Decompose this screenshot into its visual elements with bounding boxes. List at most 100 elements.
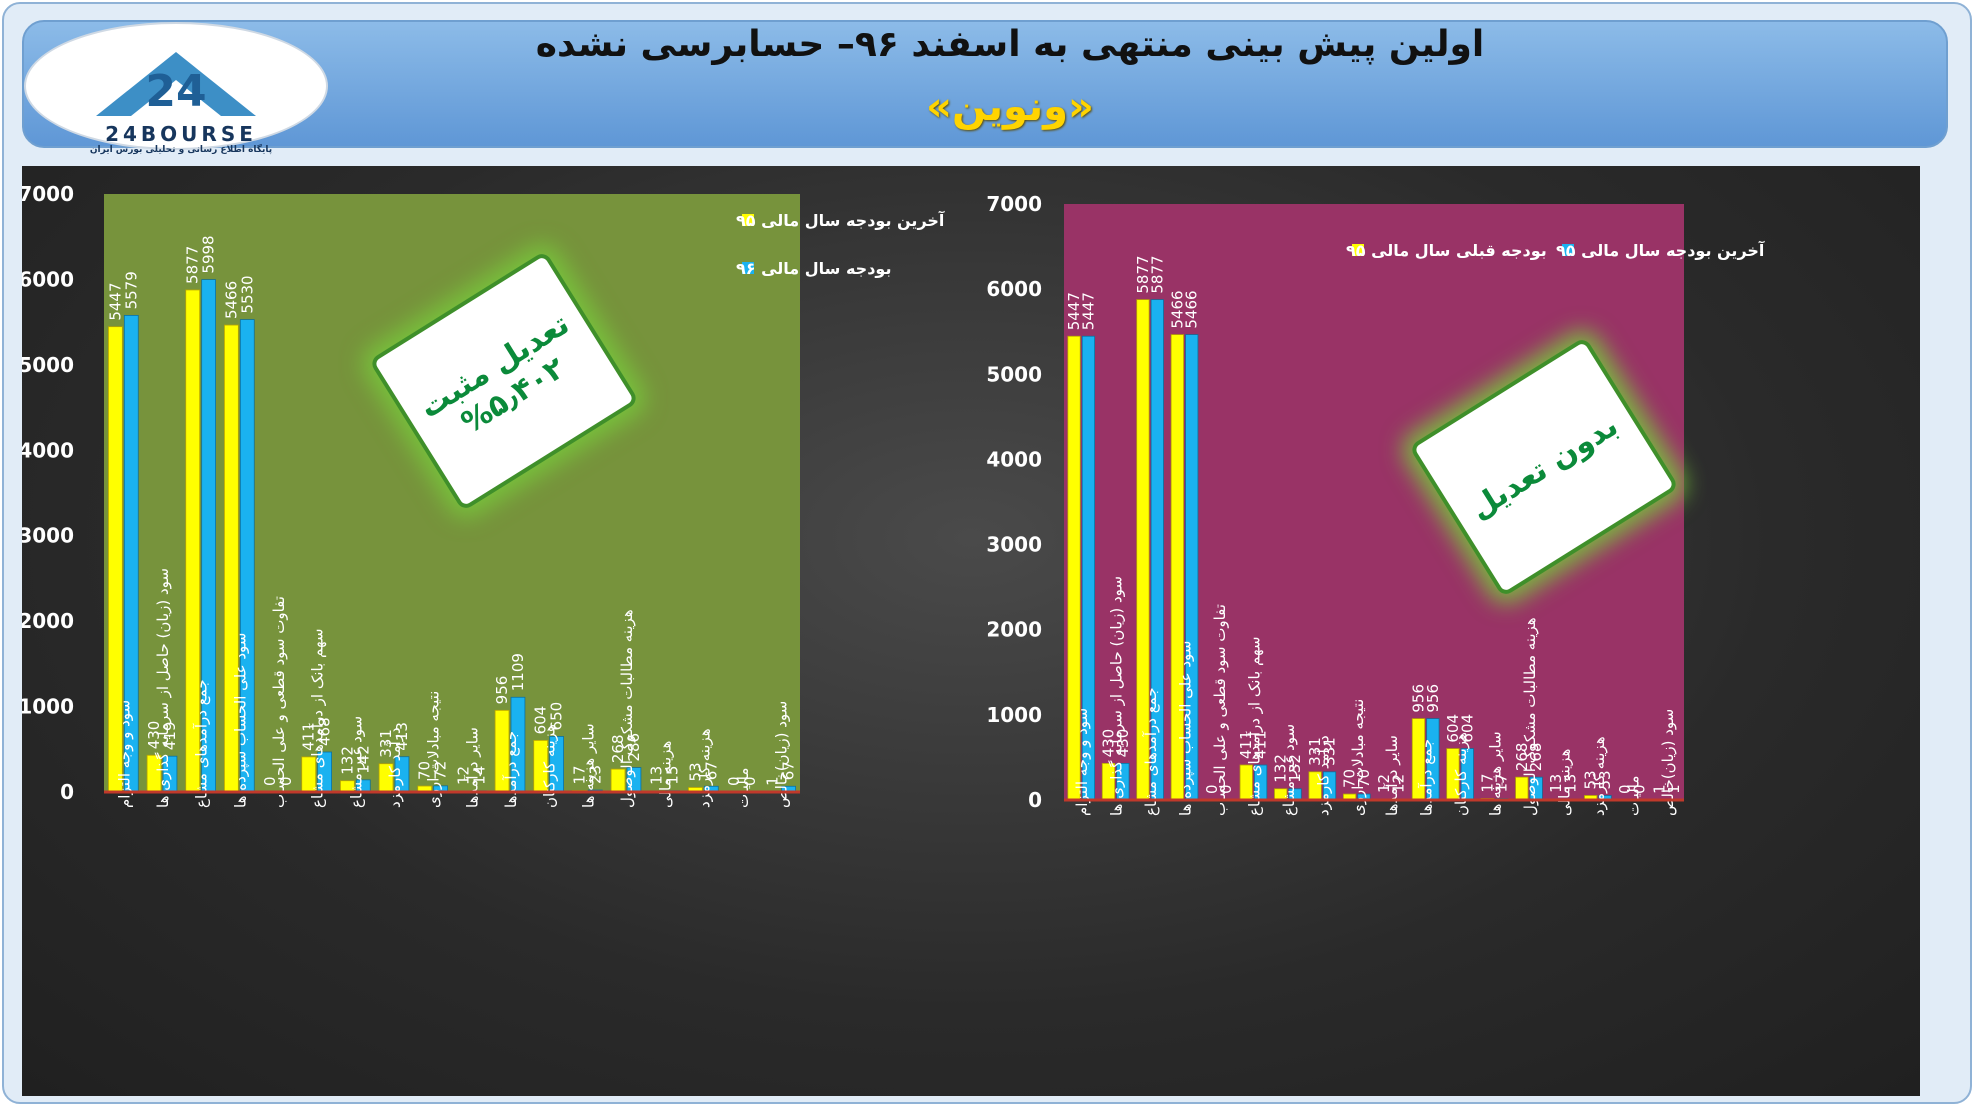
x-tick-label: سود غیر مشاع xyxy=(1280,724,1298,816)
data-label: 70 xyxy=(416,761,434,780)
data-label: 430 xyxy=(1099,729,1117,758)
y-tick-label: 6000 xyxy=(986,277,1042,301)
x-tick-label: سهم بانک از درآمدهای مشاع xyxy=(309,629,327,808)
y-tick-label: 5000 xyxy=(22,353,74,377)
data-label: 5877 xyxy=(1134,255,1152,293)
x-tick-label: هزینه مالی xyxy=(1555,749,1573,816)
page-title: اولین پیش بینی منتهی به اسفند ۹۶– حسابرس… xyxy=(535,24,1485,65)
x-tick-label: سایر هزینه ها xyxy=(579,723,597,808)
data-label: 5877 xyxy=(184,246,202,284)
legend-label: آخرین بودجه سال مالی ۹۵ xyxy=(1556,240,1765,260)
y-tick-label: 7000 xyxy=(986,192,1042,216)
chart-right: 0100020003000400050006000700054475447سود… xyxy=(986,192,1765,816)
data-label: 132 xyxy=(338,746,356,775)
data-label: 67 xyxy=(780,761,798,780)
data-label: 13 xyxy=(648,766,666,785)
data-label: 268 xyxy=(609,734,627,763)
data-label: 0 xyxy=(1203,784,1221,794)
y-tick-label: 1000 xyxy=(986,703,1042,727)
data-label: 1 xyxy=(1665,784,1683,794)
data-label: 411 xyxy=(1252,730,1270,759)
y-tick-label: 4000 xyxy=(22,438,74,462)
data-label: 430 xyxy=(145,721,163,750)
data-label: 0 xyxy=(277,776,295,786)
legend-swatch xyxy=(1562,244,1574,256)
data-label: 23 xyxy=(586,765,604,784)
y-tick-label: 6000 xyxy=(22,267,74,291)
y-tick-label: 2000 xyxy=(986,618,1042,642)
data-label: 411 xyxy=(300,722,318,751)
y-tick-label: 3000 xyxy=(986,533,1042,557)
data-label: 5466 xyxy=(1168,290,1186,328)
data-label: 0 xyxy=(725,776,743,786)
data-label: 413 xyxy=(393,722,411,751)
data-label: 604 xyxy=(1458,714,1476,743)
x-tick-label: هزینه مالی xyxy=(657,741,675,808)
data-label: 411 xyxy=(1237,730,1255,759)
data-label: 268 xyxy=(1527,743,1545,772)
legend-swatch xyxy=(1352,244,1364,256)
y-tick-label: 0 xyxy=(60,780,74,804)
data-label: 142 xyxy=(354,745,372,774)
legend-swatch xyxy=(742,262,754,274)
logo: 24 24BOURSE پایگاه اطلاع رسانی و تحلیلی … xyxy=(24,22,328,155)
x-tick-label: سود (زیان) حاصل از سرمایه گذاری ها xyxy=(154,568,172,808)
data-label: 70 xyxy=(1341,769,1359,788)
logo-subtext: پایگاه اطلاع رسانی و تحلیلی بورس ایران xyxy=(89,145,273,155)
y-tick-label: 5000 xyxy=(986,362,1042,386)
x-tick-label: تفاوت سود قطعی و علی الحساب xyxy=(1211,604,1229,816)
legend-label: آخرین بودجه سال مالی ۹۵ xyxy=(736,210,945,230)
data-label: 5579 xyxy=(122,271,140,309)
data-label: 70 xyxy=(1355,769,1373,788)
data-label: 14 xyxy=(470,766,488,785)
x-tick-label: سود (زیان) حاصل از سرمایه گذاری ها xyxy=(1108,576,1126,816)
x-tick-label: جمع درآمدها xyxy=(502,731,520,808)
data-label: 12 xyxy=(1389,774,1407,793)
header-banner xyxy=(22,20,1948,148)
data-label: 956 xyxy=(1409,684,1427,713)
x-tick-label: جمع درآمدهای مشاع xyxy=(1142,687,1160,816)
x-tick-label: سود علی الحساب سپرده ها xyxy=(1177,641,1196,816)
y-tick-label: 4000 xyxy=(986,447,1042,471)
data-label: 331 xyxy=(1306,737,1324,766)
data-label: 650 xyxy=(548,702,566,731)
data-label: 5447 xyxy=(106,282,124,320)
data-label: 1 xyxy=(1651,784,1669,794)
y-tick-label: 3000 xyxy=(22,524,74,548)
data-label: 5447 xyxy=(1065,292,1083,330)
x-tick-label: سایر هزینه ها xyxy=(1487,731,1505,816)
x-tick-label: جمع درآمدهای مشاع xyxy=(193,679,211,808)
data-label: 17 xyxy=(1493,773,1511,792)
data-label: 5466 xyxy=(1183,290,1201,328)
y-tick-label: 0 xyxy=(1028,788,1042,812)
x-tick-label: هزینه کارکنان xyxy=(541,724,559,808)
data-label: 1 xyxy=(764,776,782,786)
x-tick-label: سایر درآمدها xyxy=(463,727,481,808)
x-tick-label: هزینه کارمزد xyxy=(695,728,713,808)
data-label: 5877 xyxy=(1148,255,1166,293)
legend-label: بودجه قبلی سال مالی ۹۵ xyxy=(1346,241,1547,260)
data-label: 72 xyxy=(432,761,450,780)
data-label: 331 xyxy=(377,729,395,758)
data-label: 17 xyxy=(1478,773,1496,792)
x-tick-label: هزینه کارمزد xyxy=(1590,736,1608,816)
data-label: 13 xyxy=(1547,774,1565,793)
data-label: 5447 xyxy=(1079,292,1097,330)
data-label: 0 xyxy=(261,776,279,786)
data-label: 1109 xyxy=(509,653,527,691)
page-subtitle: «ونوین» xyxy=(926,84,1094,130)
data-label: 0 xyxy=(1616,784,1634,794)
x-tick-label: سود (زیان)خالص xyxy=(773,701,791,808)
x-tick-label: سود غیر مشاع xyxy=(347,716,365,808)
x-tick-label: نتیجه مبادلات ارزی xyxy=(1349,699,1367,816)
x-tick-label: درآمد کارمزد xyxy=(1314,735,1332,816)
data-label: 286 xyxy=(625,733,643,762)
legend-label: بودجه سال مالی ۹۶ xyxy=(736,259,891,278)
data-label: 0 xyxy=(1631,784,1649,794)
x-tick-label: جمع درآمدها xyxy=(1418,739,1436,816)
data-label: 12 xyxy=(454,766,472,785)
data-label: 15 xyxy=(664,766,682,785)
x-tick-label: سود و وجه التزام xyxy=(1073,708,1091,816)
x-tick-label: درآمد کارمزد xyxy=(386,727,404,808)
data-label: 0 xyxy=(1217,784,1235,794)
